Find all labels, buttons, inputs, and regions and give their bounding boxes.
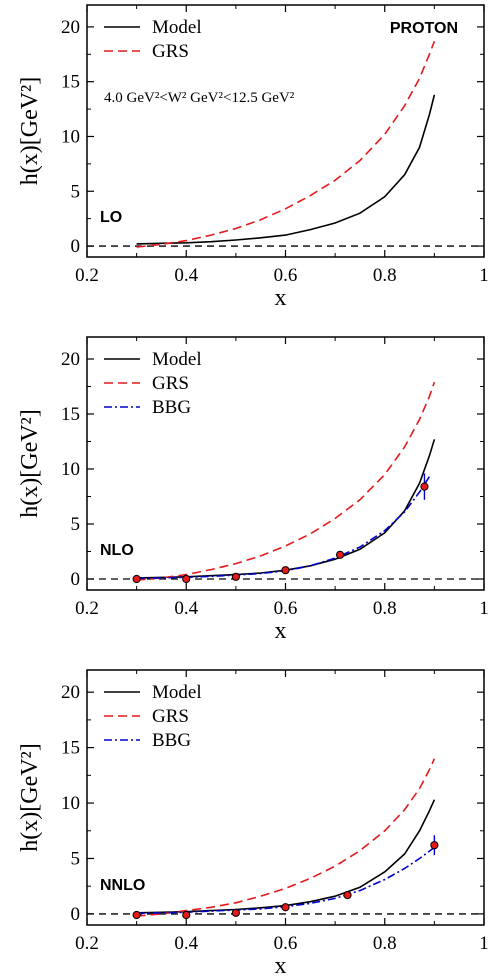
x-tick-label: 0.4 [174, 933, 198, 954]
chart-panel-1: 0.2 0.4 0.6 0.8 105101520xh(x)[GeV²]ModelGRS… [17, 4, 489, 311]
data-point [132, 910, 141, 920]
x-axis-title: x [275, 953, 287, 976]
y-tick-label: 20 [61, 349, 80, 370]
x-axis-title: x [275, 618, 287, 644]
legend-label: Model [152, 349, 202, 370]
x-tick-label: 0.8 [373, 265, 397, 286]
legend-label: Model [152, 17, 202, 38]
y-tick-label: 20 [61, 682, 80, 703]
series-line-grs [136, 758, 436, 917]
data-point [430, 841, 439, 850]
data-point [420, 482, 429, 491]
x-tick-label: 0.4 [174, 265, 198, 286]
x-tick-label: 0.2 [75, 933, 99, 954]
panel-order-label: NNLO [100, 877, 145, 894]
y-axis-title: h(x)[GeV²] [17, 409, 43, 517]
series-line-model [136, 799, 436, 914]
x-tick-label: 0.8 [373, 598, 397, 619]
legend-label: Model [152, 682, 202, 703]
data-point [182, 910, 191, 920]
panel-order-label: NLO [100, 542, 134, 559]
series-line-model [136, 439, 436, 579]
y-tick-label: 10 [61, 459, 80, 480]
legend-label: GRS [152, 373, 189, 394]
series-line-model [136, 94, 436, 245]
y-tick-label: 0 [71, 236, 81, 257]
y-tick-label: 10 [61, 126, 80, 147]
data-point [343, 890, 352, 900]
y-tick-label: 5 [71, 848, 81, 869]
proton-label: PROTON [390, 20, 458, 37]
plot-frame [86, 336, 485, 591]
data-point [182, 574, 191, 584]
y-tick-label: 0 [71, 569, 81, 590]
series-line-grs [136, 381, 436, 581]
x-tick-label: 0.6 [274, 265, 298, 286]
y-axis-title: h(x)[GeV²] [17, 77, 43, 185]
kinematic-range-annotation: 4.0 GeV²<W² GeV²<12.5 GeV² [104, 90, 295, 106]
legend-label: GRS [152, 706, 189, 727]
y-tick-label: 15 [61, 72, 80, 93]
chart-panel-3: 0.2 0.4 0.6 0.8 105101520xh(x)[GeV²]ModelGRS… [17, 669, 489, 976]
legend-label: BBG [152, 397, 191, 418]
x-tick-label: 0.6 [274, 598, 298, 619]
data-point [231, 908, 240, 917]
x-tick-label: 0.2 [75, 598, 99, 619]
x-tick-label: 0.4 [174, 598, 198, 619]
x-tick-label: 1 [479, 598, 489, 619]
series-line-grs [136, 40, 436, 248]
y-tick-label: 15 [61, 738, 80, 759]
y-tick-label: 0 [71, 904, 81, 925]
data-point [231, 572, 240, 581]
y-axis-title: h(x)[GeV²] [17, 743, 43, 851]
chart-panel-2: 0.2 0.4 0.6 0.8 105101520xh(x)[GeV²]ModelGRS… [17, 336, 489, 644]
y-tick-label: 5 [71, 514, 81, 535]
legend-label: GRS [152, 41, 189, 62]
x-tick-label: 1 [479, 265, 489, 286]
series-line-bbg [136, 846, 435, 915]
x-tick-label: 0.8 [373, 933, 397, 954]
data-point [281, 903, 290, 912]
plot-frame [86, 669, 485, 926]
panel-order-label: LO [100, 209, 122, 226]
data-point [335, 550, 345, 559]
data-point [281, 566, 290, 575]
y-tick-label: 10 [61, 793, 80, 814]
legend-label: BBG [152, 730, 191, 751]
x-tick-label: 0.2 [75, 265, 99, 286]
x-tick-label: 0.6 [274, 933, 298, 954]
series-line-bbg [136, 476, 431, 580]
y-tick-label: 15 [61, 404, 80, 425]
x-axis-title: x [275, 285, 287, 311]
y-tick-label: 20 [61, 17, 80, 38]
x-tick-label: 1 [479, 933, 489, 954]
data-point [132, 574, 141, 584]
y-tick-label: 5 [71, 181, 81, 202]
